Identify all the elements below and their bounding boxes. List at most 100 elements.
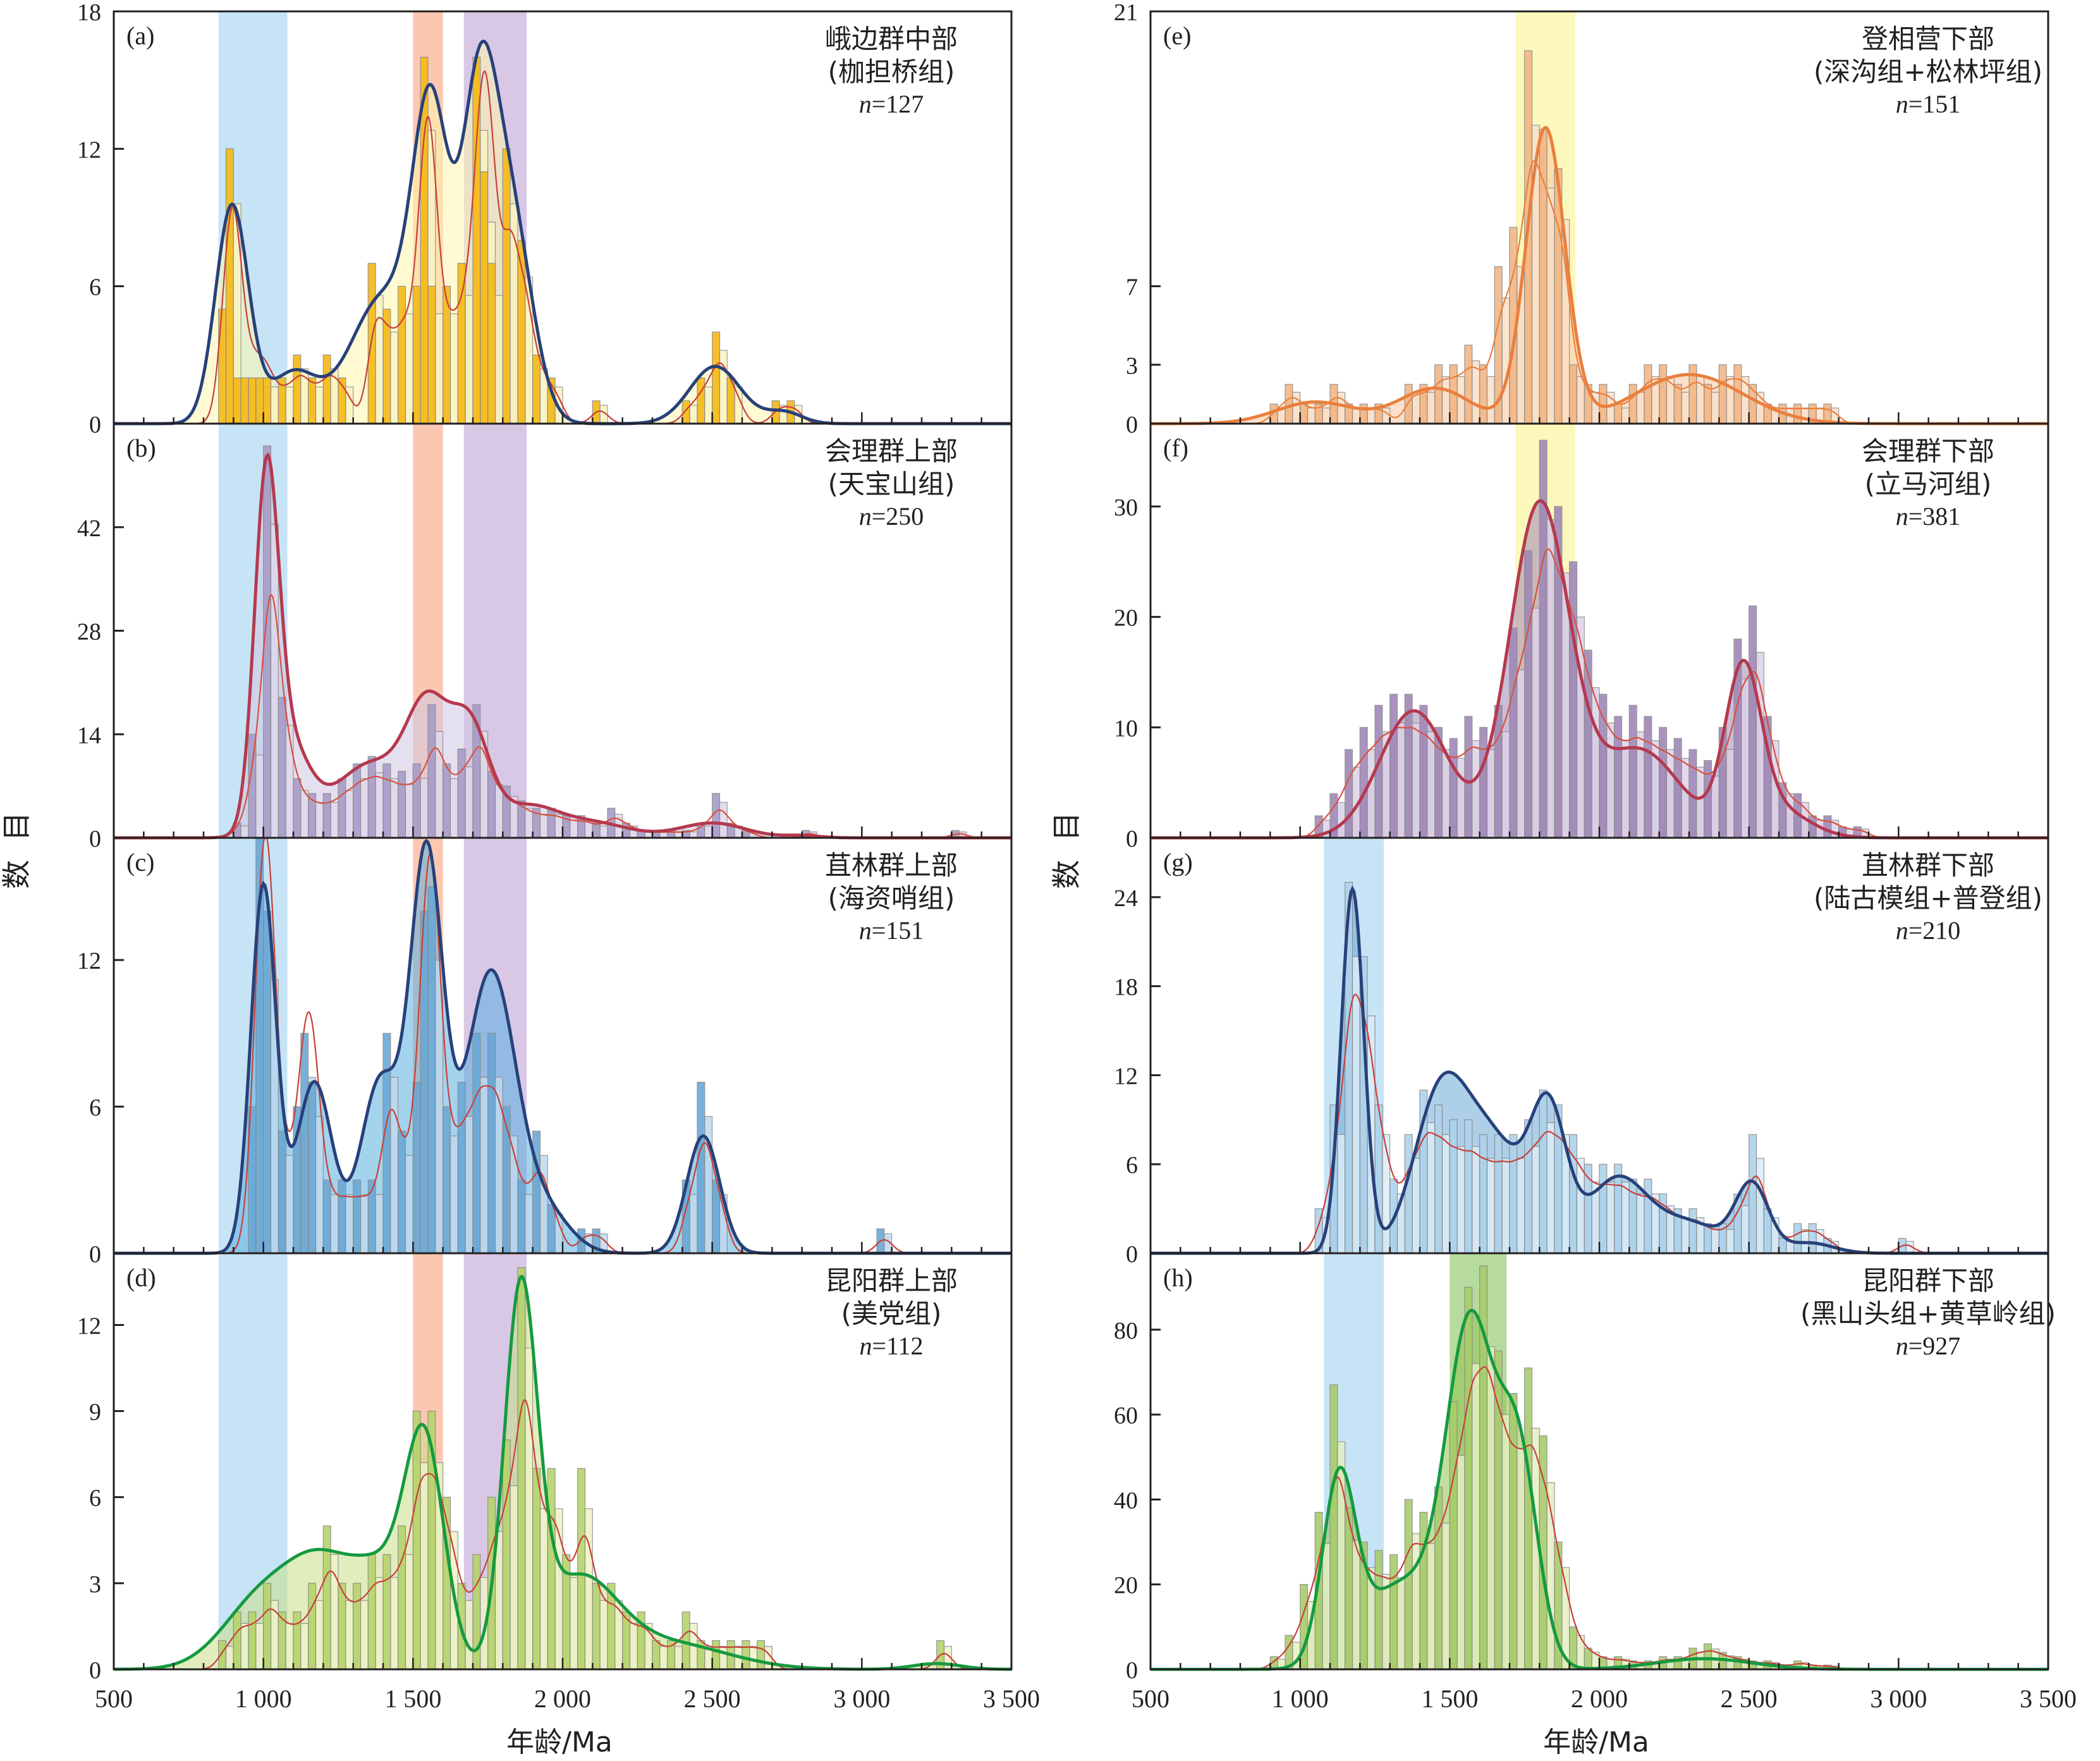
histogram-bar xyxy=(1456,1146,1465,1254)
panel-label: (a) xyxy=(126,21,154,50)
histogram-bar xyxy=(1456,758,1465,838)
histogram-bar xyxy=(465,1115,473,1254)
histogram-bar xyxy=(1599,694,1608,838)
histogram-bar xyxy=(712,793,721,838)
histogram-bar xyxy=(742,1640,750,1670)
histogram-bar xyxy=(1486,749,1495,838)
histogram-bar xyxy=(412,1081,421,1254)
panel-label: (b) xyxy=(126,434,156,462)
histogram-bar xyxy=(1786,793,1795,838)
histogram-bar xyxy=(375,1577,384,1670)
histogram-bar xyxy=(1628,704,1637,838)
histogram-bar xyxy=(547,1204,556,1254)
histogram-bar xyxy=(412,1411,421,1670)
y-tick-label: 3 xyxy=(89,1571,101,1598)
y-axis-label-right: 数目 xyxy=(1049,793,1084,889)
histogram-bar xyxy=(1539,1089,1548,1254)
panel-title: 会理群上部 xyxy=(825,436,958,467)
histogram-bar xyxy=(1793,403,1802,424)
histogram-bar xyxy=(1345,749,1353,838)
pdp-curve xyxy=(1151,1366,2048,1671)
histogram-bar xyxy=(1449,1119,1458,1254)
x-tick-label: 2 500 xyxy=(684,1684,741,1713)
histogram-bar xyxy=(1412,1158,1420,1254)
panel-title: 峨边群中部 xyxy=(825,23,958,54)
sample-count: n=210 xyxy=(1896,916,1961,945)
histogram-bar xyxy=(719,1646,728,1670)
histogram-bar xyxy=(465,766,473,838)
histogram-bar xyxy=(1352,1540,1360,1670)
histogram-bar xyxy=(1517,1158,1525,1254)
x-tick-label: 2 000 xyxy=(534,1684,591,1713)
histogram-bar xyxy=(1673,384,1682,424)
y-tick-label: 6 xyxy=(89,1485,101,1512)
histogram-bar xyxy=(293,778,302,838)
sample-count: n=112 xyxy=(859,1332,923,1360)
histogram-bar xyxy=(539,1155,548,1254)
histogram-bar xyxy=(1419,704,1428,838)
histogram-bar xyxy=(360,1194,369,1254)
x-tick-label: 2 000 xyxy=(1571,1684,1628,1713)
panel-title: 苴林群上部 xyxy=(825,850,958,881)
histogram-bar xyxy=(1501,1414,1510,1670)
histogram-bar xyxy=(390,1077,399,1254)
histogram-bar xyxy=(338,778,346,838)
histogram-bar xyxy=(1704,1643,1712,1670)
histogram-bar xyxy=(1456,376,1465,424)
histogram-bar xyxy=(1285,384,1293,424)
histogram-bar xyxy=(517,1267,526,1670)
histogram-bar xyxy=(525,1194,534,1254)
panel-subtitle: (黑山头组+黄草岭组) xyxy=(1800,1298,2056,1329)
histogram-bar xyxy=(255,1623,264,1670)
histogram-bar xyxy=(494,1077,503,1254)
histogram-bar xyxy=(457,1081,466,1254)
histogram-bar xyxy=(525,1347,534,1670)
x-tick-label: 1 500 xyxy=(384,1684,441,1713)
histogram-bar xyxy=(1441,749,1450,838)
sample-count: n=381 xyxy=(1896,502,1961,531)
histogram-bar xyxy=(652,1640,661,1670)
histogram-bar xyxy=(1704,760,1712,838)
histogram-bar xyxy=(704,825,713,838)
histogram-bar xyxy=(1606,722,1615,838)
y-tick-label: 40 xyxy=(1114,1487,1138,1514)
histogram-bar xyxy=(375,1194,384,1254)
histogram-bar xyxy=(1456,1455,1465,1670)
histogram-bar xyxy=(614,1600,623,1670)
histogram-bar xyxy=(308,1583,317,1670)
histogram-bar xyxy=(322,1179,331,1254)
histogram-bar xyxy=(1726,1229,1735,1254)
histogram-bar xyxy=(420,1462,429,1670)
histogram-bar xyxy=(502,1439,511,1670)
histogram-bar xyxy=(315,386,324,424)
histogram-bar xyxy=(278,1131,286,1254)
histogram-bar xyxy=(1808,1223,1817,1254)
panel-subtitle: (枷担桥组) xyxy=(828,56,955,87)
histogram-bar xyxy=(465,1600,473,1670)
histogram-bar xyxy=(443,763,451,838)
y-tick-label: 60 xyxy=(1114,1402,1138,1429)
histogram-bar xyxy=(1666,376,1675,424)
histogram-bar xyxy=(322,1525,331,1670)
histogram-bar xyxy=(1427,1122,1436,1254)
x-axis-label-right: 年龄/Ma xyxy=(1543,1726,1649,1758)
y-tick-label: 28 xyxy=(77,619,101,646)
histogram-bar xyxy=(240,1623,249,1670)
histogram-bar xyxy=(405,1554,413,1670)
histogram-bar xyxy=(233,377,241,424)
histogram-bar xyxy=(1434,1104,1443,1254)
y-tick-label: 12 xyxy=(77,137,101,163)
histogram-bar xyxy=(1718,364,1727,424)
kde-area xyxy=(114,41,1011,424)
histogram-bar xyxy=(1449,1401,1458,1670)
histogram-bar xyxy=(255,377,264,424)
histogram-bar xyxy=(300,790,309,838)
histogram-bar xyxy=(1404,1499,1413,1670)
panel-g: 0 6 12 18 24 (g) 苴林群下部(陆古模组+普登组)n=210 xyxy=(1114,837,2049,1268)
histogram-bar xyxy=(584,1508,593,1670)
y-tick-label: 6 xyxy=(89,274,101,301)
kde-area xyxy=(1151,1310,2048,1669)
histogram-bar xyxy=(1359,727,1368,838)
histogram-bar xyxy=(435,730,444,838)
histogram-bar xyxy=(270,524,279,838)
